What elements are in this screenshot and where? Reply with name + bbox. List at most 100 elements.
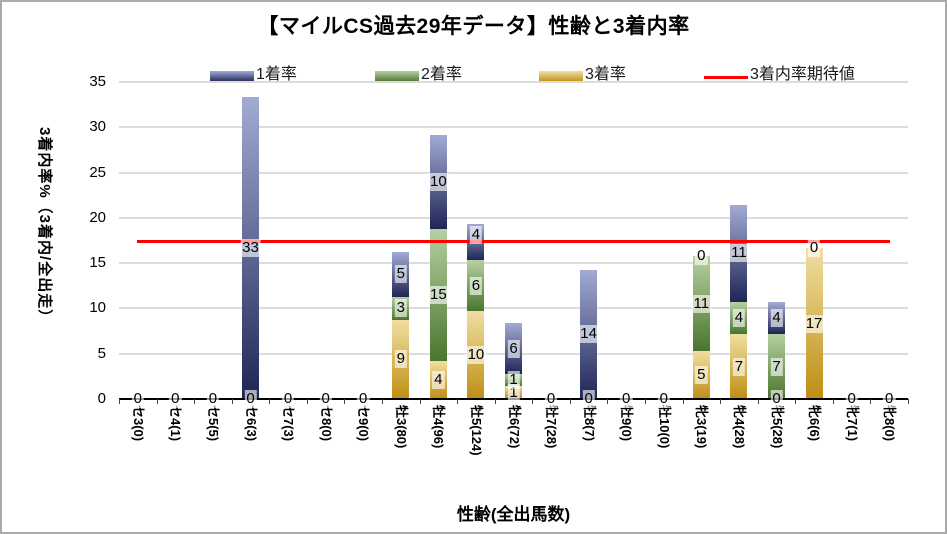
bar-data-label: 0 (695, 246, 708, 265)
gridline (119, 262, 908, 265)
y-axis-tick-label: 25 (89, 163, 106, 181)
bar-data-label: 11 (691, 294, 712, 313)
bar-data-label: 11 (729, 244, 749, 263)
x-axis-category-label: セ9(0) (356, 405, 372, 442)
x-axis-tickmark (269, 399, 271, 404)
legend-label-second-rate: 2着率 (421, 66, 462, 83)
bar-data-label: 4 (469, 225, 483, 244)
bar-data-label: 0 (620, 390, 633, 408)
x-axis-tickmark (194, 399, 196, 404)
x-axis-tickmark (532, 399, 534, 404)
y-axis-title: 3着内率%（3着内/全出走） (36, 127, 53, 326)
expected-value-line (136, 240, 891, 244)
bar-data-label: 4 (732, 309, 746, 328)
legend-swatch-second-rate (375, 71, 419, 82)
x-axis-category-label: 牝8(0) (882, 405, 898, 442)
bar-data-label: 7 (770, 357, 783, 376)
y-axis-tick-label: 20 (89, 208, 106, 226)
y-axis-tick-label: 30 (89, 118, 106, 136)
x-axis-category-label: セ7(3) (281, 405, 297, 442)
legend-swatch-third-rate (539, 71, 583, 82)
x-axis-tickmark (231, 399, 233, 404)
x-axis-tickmark (156, 399, 158, 404)
x-axis-category-label: セ5(5) (205, 405, 221, 442)
legend-label-expected-line: 3着内率期待値 (750, 66, 855, 83)
x-axis-title: 性齢(全出馬数) (456, 505, 571, 524)
x-axis-tickmark (757, 399, 759, 404)
x-axis-category-label: セ3(0) (130, 405, 146, 442)
bar-data-label: 10 (465, 346, 487, 365)
bar-data-label: 0 (657, 390, 670, 408)
bar-data-label: 0 (169, 390, 182, 408)
x-axis-tickmark (832, 399, 834, 404)
x-axis-category-label: セ6(3) (243, 405, 259, 442)
legend-label-third-rate: 3着率 (585, 66, 626, 83)
bar-data-label: 9 (394, 350, 407, 369)
x-axis-tickmark (870, 399, 872, 404)
x-axis-tickmark (795, 399, 797, 404)
x-axis-category-label: 牡7(28) (544, 405, 560, 449)
x-axis-tickmark (306, 399, 308, 404)
gridline (119, 126, 908, 129)
x-axis-category-label: 牡10(0) (656, 405, 672, 449)
x-axis-tickmark (419, 399, 421, 404)
bar-data-label: 15 (428, 286, 449, 305)
bar-data-label: 0 (357, 390, 370, 408)
legend-swatch-win-rate (210, 71, 254, 82)
gridline (119, 307, 908, 310)
x-axis-tickmark (645, 399, 646, 404)
x-axis-category-label: セ4(1) (168, 405, 184, 442)
y-axis-tick-label: 0 (97, 390, 106, 407)
chart-title: 【マイルCS過去29年データ】性齢と3着内率 (257, 15, 690, 38)
bar-data-label: 0 (845, 390, 858, 408)
x-axis-category-label: 牝5(28) (769, 405, 785, 449)
x-axis-category-label: 牡3(80) (393, 405, 409, 449)
bar-data-label: 0 (281, 390, 295, 408)
legend-swatch-expected-line (704, 76, 748, 79)
bar-data-label: 6 (469, 276, 483, 295)
y-axis-tick-label: 35 (89, 73, 106, 90)
bar-data-label: 0 (770, 390, 783, 408)
bar-data-label: 5 (695, 366, 708, 385)
x-axis-tickmark (720, 399, 722, 404)
x-axis-tickmark (457, 399, 459, 404)
x-axis-category-label: 牡4(96) (431, 405, 447, 449)
legend-label-win-rate: 1着率 (256, 66, 297, 83)
x-axis-category-label: 牝3(19) (694, 405, 710, 449)
bar-data-label: 4 (770, 309, 783, 328)
bar-data-label: 17 (803, 314, 825, 333)
bar-data-label: 0 (582, 390, 595, 408)
gridline (119, 171, 908, 174)
bar-data-label: 0 (319, 390, 332, 408)
bar-data-label: 0 (244, 390, 257, 408)
bar-data-label: 1 (507, 371, 520, 390)
bar-data-label: 7 (732, 357, 746, 376)
y-axis-tick-label: 5 (97, 344, 106, 362)
x-axis-tickmark (494, 399, 496, 404)
x-axis-tickmark (908, 399, 909, 404)
x-axis-tickmark (607, 399, 609, 404)
x-axis-category-label: 牡6(72) (506, 405, 522, 449)
x-axis-tickmark (569, 399, 571, 404)
x-axis-tickmark (119, 399, 120, 404)
bar-data-label: 3 (394, 299, 407, 318)
x-axis-tickmark (382, 399, 383, 404)
x-axis-category-label: 牝7(1) (844, 405, 860, 442)
bar-data-label: 14 (578, 325, 599, 344)
bar-data-label: 0 (544, 390, 558, 408)
bar-data-label: 4 (432, 371, 445, 390)
bar-data-label: 10 (428, 172, 449, 191)
bar-data-label: 33 (240, 239, 261, 258)
bar-data-label: 5 (394, 265, 407, 284)
x-axis-category-label: セ8(0) (318, 405, 334, 442)
y-axis-tick-label: 10 (89, 299, 106, 317)
bar-data-label: 0 (206, 390, 220, 408)
x-axis-category-label: 牝6(6) (807, 405, 823, 442)
gridline (119, 216, 908, 219)
y-axis-tick-label: 15 (89, 254, 106, 272)
bar-data-label: 0 (131, 390, 144, 408)
x-axis-category-label: 牡5(124) (468, 405, 484, 456)
x-axis-category-label: 牡9(0) (619, 405, 635, 442)
bar-data-label: 6 (507, 339, 520, 358)
